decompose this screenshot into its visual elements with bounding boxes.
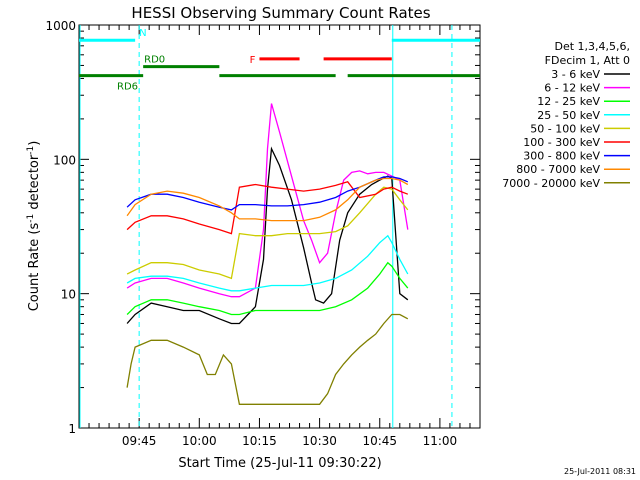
axis-ticks [79, 25, 480, 429]
legend-label-4: 50 - 100 keV [530, 122, 600, 135]
legend: Det 1,3,4,5,6, FDecim 1, Att 0 3 - 6 keV… [502, 40, 630, 190]
x-tick-label: 09:45 [122, 434, 157, 448]
series-group [126, 103, 409, 405]
series-line-7 [126, 177, 409, 222]
series-line-8 [126, 313, 409, 405]
flag-label-f: F [250, 55, 256, 66]
legend-label-6: 300 - 800 keV [523, 150, 600, 163]
series-line-5 [126, 181, 409, 235]
series-line-2 [126, 261, 409, 316]
series-line-3 [126, 234, 409, 292]
series-line-0 [126, 146, 409, 325]
legend-label-1: 6 - 12 keV [544, 82, 600, 95]
x-tick-label: 10:15 [242, 434, 277, 448]
series-line-1 [126, 103, 409, 298]
legend-label-7: 800 - 7000 keV [516, 163, 600, 176]
y-tick-labels: 1 10 100 1000 [45, 19, 76, 436]
legend-header-line-1: Det 1,3,4,5,6, [554, 40, 630, 53]
series-line-6 [126, 176, 409, 211]
series-line-4 [126, 186, 409, 280]
y-axis-label-sup2: -1 [26, 146, 36, 155]
x-tick-label: 10:30 [302, 434, 337, 448]
chart-title: HESSI Observing Summary Count Rates [131, 4, 430, 22]
orbit-flags: N F RD0 RD6 [79, 28, 480, 93]
flag-label-n: N [139, 28, 146, 39]
flag-label-rd6: RD6 [117, 82, 138, 93]
x-tick-label: 10:45 [362, 434, 397, 448]
y-tick-label: 1000 [45, 19, 76, 33]
y-tick-label: 10 [61, 288, 76, 302]
x-tick-label: 11:00 [423, 434, 458, 448]
x-tick-label: 10:00 [182, 434, 217, 448]
x-tick-labels: 09:45 10:00 10:15 10:30 10:45 11:00 [122, 434, 457, 448]
legend-header-line-2: FDecim 1, Att 0 [545, 54, 630, 67]
footer-timestamp: 25-Jul-2011 08:31 [564, 467, 636, 476]
legend-label-3: 25 - 50 keV [537, 109, 600, 122]
y-axis-label-end: ) [27, 141, 42, 146]
y-axis-label-mid: detector [27, 154, 42, 214]
legend-label-5: 100 - 300 keV [523, 136, 600, 149]
legend-label-0: 3 - 6 keV [551, 68, 600, 81]
time-markers [79, 25, 453, 428]
legend-label-8: 7000 - 20000 keV [502, 177, 600, 190]
x-axis-label: Start Time (25-Jul-11 09:30:22) [178, 456, 381, 471]
y-tick-label: 100 [53, 153, 76, 167]
y-axis-label-sup1: -1 [26, 214, 36, 223]
y-axis-label: Count Rate (s-1 detector-1) [26, 141, 42, 312]
flag-label-rd0: RD0 [144, 55, 165, 66]
y-axis-label-main: Count Rate (s [27, 223, 42, 312]
legend-label-2: 12 - 25 keV [537, 95, 600, 108]
y-tick-label: 1 [68, 422, 76, 436]
